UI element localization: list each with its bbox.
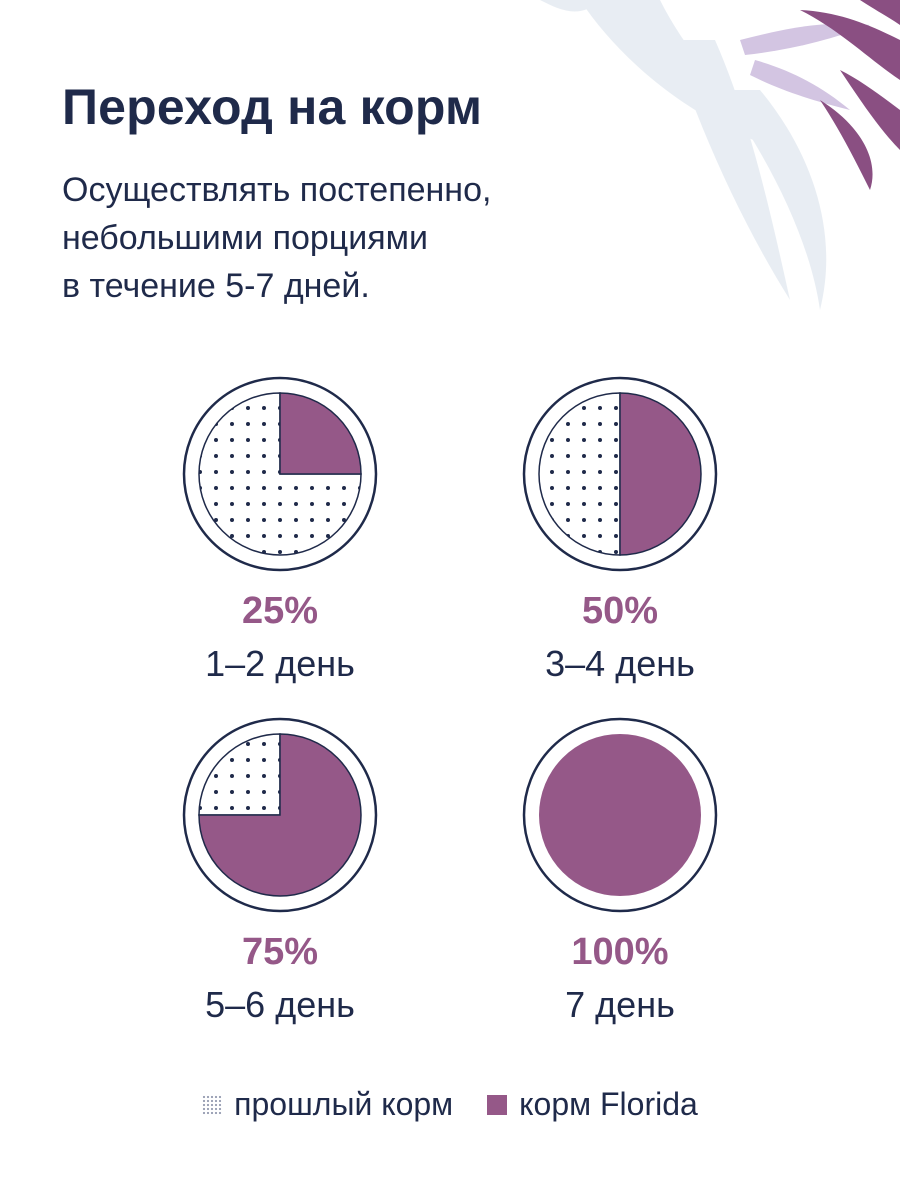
new-food-slice (619, 392, 702, 556)
subtitle-line: Осуществлять постепенно, (62, 171, 492, 209)
legend: прошлый корм корм Florida (0, 1086, 900, 1123)
subtitle-line: небольшими порциями (62, 219, 429, 257)
pie-chart: 100% 7 день (522, 717, 718, 1025)
new-food-slice (279, 392, 362, 475)
percent-label: 50% (582, 590, 658, 632)
legend-item-old: прошлый корм (202, 1086, 453, 1123)
percent-label: 75% (242, 931, 318, 973)
old-food-slice (538, 392, 621, 556)
percent-label: 25% (242, 590, 318, 632)
pie-chart: 75% 5–6 день (182, 717, 378, 1025)
pie-chart: 25% 1–2 день (182, 376, 378, 684)
page-subtitle: Осуществлять постепенно, небольшими порц… (62, 166, 491, 310)
day-label: 7 день (565, 984, 675, 1025)
legend-item-new: корм Florida (487, 1086, 698, 1123)
new-food-slice (539, 734, 701, 896)
solid-swatch-icon (487, 1094, 508, 1115)
page-title: Переход на корм (62, 79, 483, 135)
day-label: 5–6 день (205, 984, 355, 1025)
legend-old-label: прошлый корм (234, 1086, 454, 1122)
old-food-slice (198, 733, 281, 816)
palm-leaves-decoration (540, 0, 900, 310)
dotted-swatch-icon (202, 1094, 223, 1115)
legend-new-label: корм Florida (519, 1086, 698, 1122)
pie-chart: 50% 3–4 день (522, 376, 718, 684)
charts-layer: 25% 1–2 день 50% 3–4 день 75% 5–6 день 100% 7 д… (182, 376, 718, 1025)
day-label: 3–4 день (545, 643, 695, 684)
subtitle-line: в течение 5-7 дней. (62, 267, 370, 305)
day-label: 1–2 день (205, 643, 355, 684)
percent-label: 100% (571, 931, 668, 973)
new-food-slice (198, 733, 362, 897)
